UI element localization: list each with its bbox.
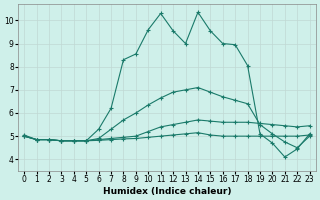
X-axis label: Humidex (Indice chaleur): Humidex (Indice chaleur) <box>103 187 231 196</box>
